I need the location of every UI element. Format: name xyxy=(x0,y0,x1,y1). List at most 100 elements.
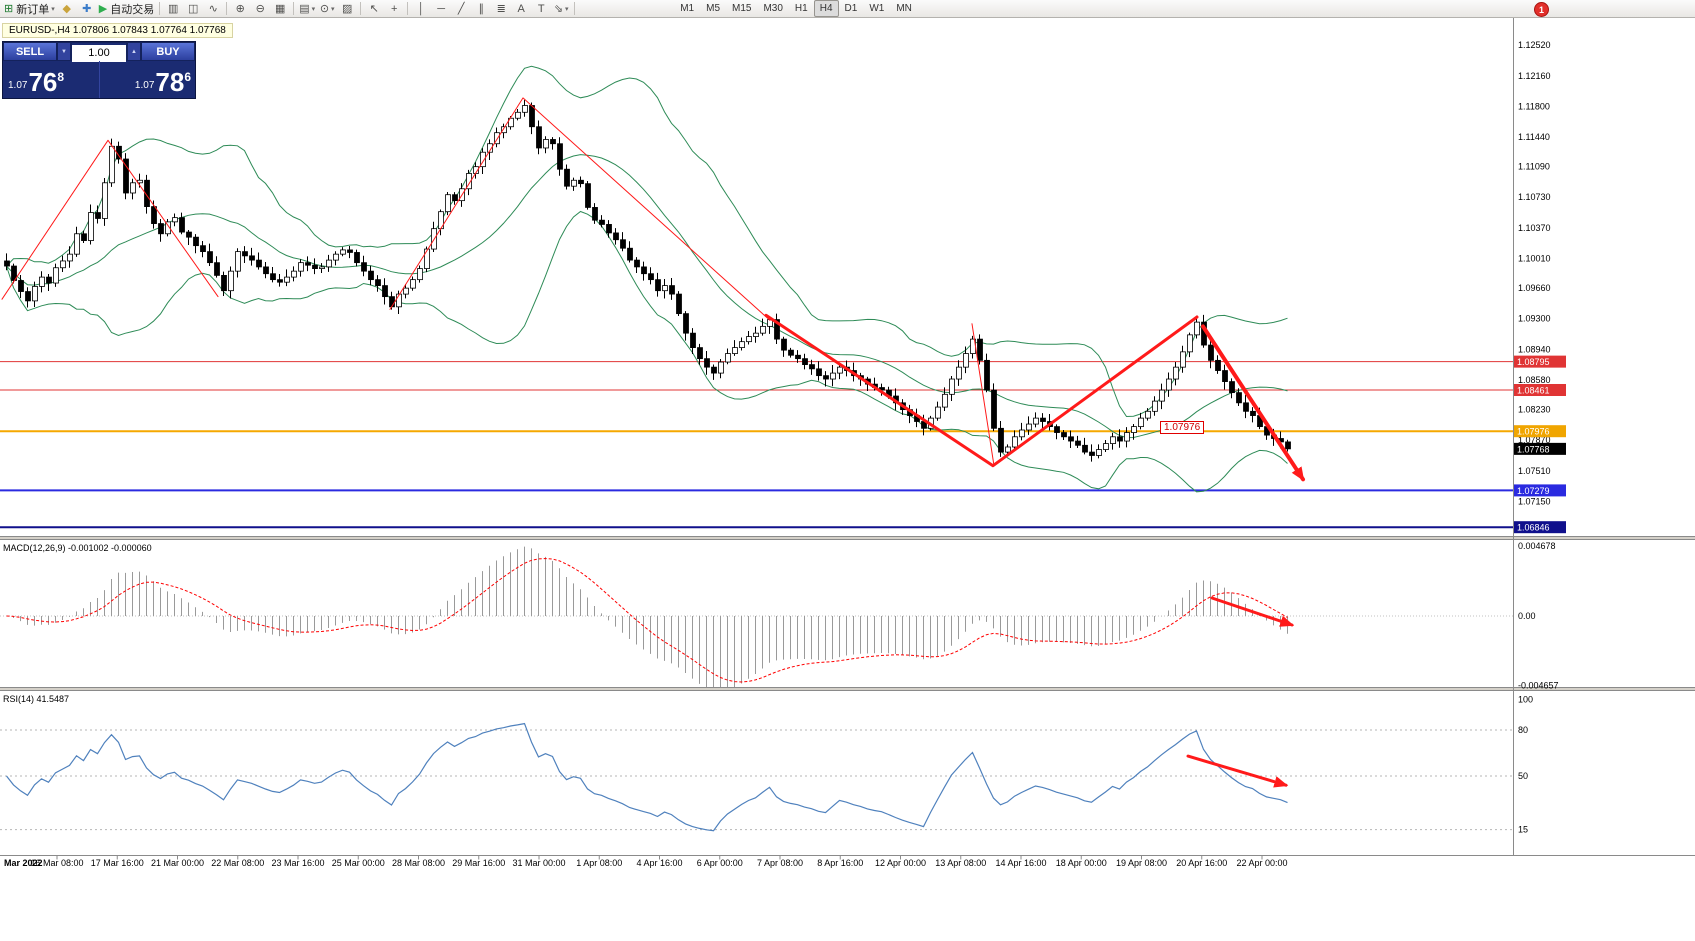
price-tick-label: 1.10010 xyxy=(1518,253,1551,263)
indicators-button[interactable]: ✚ xyxy=(77,1,97,17)
rsi-trend-arrow[interactable] xyxy=(1186,754,1289,788)
print-button[interactable]: ▨ xyxy=(337,1,357,17)
autotrading-button[interactable]: ▶ 自动交易 xyxy=(97,1,156,17)
price-tick-label: 1.10370 xyxy=(1518,223,1551,233)
trendline-icon: ╱ xyxy=(457,2,465,15)
panel-splitter[interactable] xyxy=(0,536,1695,540)
candle xyxy=(67,253,73,262)
timeframe-mn[interactable]: MN xyxy=(896,3,912,14)
timeframe-m15[interactable]: M15 xyxy=(732,3,752,14)
toolbar-separator xyxy=(159,2,161,15)
line-chart-button[interactable]: ∿ xyxy=(203,1,223,17)
macd-panel[interactable] xyxy=(0,546,1513,687)
bar-chart-button[interactable]: ▥ xyxy=(163,1,183,17)
timeframe-h1[interactable]: H1 xyxy=(794,3,808,14)
lot-increment-button[interactable]: ▲ xyxy=(127,42,141,61)
trend-line[interactable] xyxy=(764,313,1199,468)
candle xyxy=(1117,436,1123,442)
equidistant-channel-icon: ∥ xyxy=(478,2,484,15)
trend-arrow[interactable] xyxy=(1201,324,1305,482)
candle xyxy=(606,224,612,234)
timeframe-h4[interactable]: H4 xyxy=(813,0,839,17)
new-order-button-label: 新订单 xyxy=(16,3,50,16)
period-icon: ⊙ xyxy=(319,2,330,15)
timeframe-w1[interactable]: W1 xyxy=(869,3,885,14)
trend-line[interactable] xyxy=(971,323,995,467)
price-line-tag-label: 1.06846 xyxy=(1517,523,1550,533)
price-tick-label: 1.11090 xyxy=(1518,162,1550,172)
crosshair-button[interactable]: + xyxy=(384,1,404,17)
candle xyxy=(522,105,528,113)
autotrading-icon: ▶ xyxy=(98,2,108,15)
price-line-tag[interactable] xyxy=(1514,521,1566,534)
candle xyxy=(207,251,213,264)
trendline-button[interactable]: ╱ xyxy=(451,1,471,17)
candle xyxy=(102,182,108,219)
tile-windows-button[interactable]: ▦ xyxy=(270,1,290,17)
metaeditor-button[interactable]: ◆ xyxy=(57,1,77,17)
buy-button[interactable]: BUY xyxy=(141,42,195,61)
candlestick-chart-button[interactable]: ◫ xyxy=(183,1,203,17)
candle xyxy=(277,279,283,283)
candle xyxy=(557,143,563,170)
lot-size-input[interactable] xyxy=(72,44,126,62)
candle xyxy=(494,132,500,145)
trend-line[interactable] xyxy=(1,139,219,300)
timeframe-m5[interactable]: M5 xyxy=(706,3,721,14)
panel-splitter[interactable] xyxy=(0,687,1695,691)
rsi-panel[interactable] xyxy=(0,722,1513,832)
time-tick-label: 22 Mar 08:00 xyxy=(211,858,264,868)
candle xyxy=(25,291,31,302)
price-axis[interactable]: 1.12520 1.12160 1.11800 1.11440 1.11090 1.107… xyxy=(1514,40,1566,835)
time-tick-label: 17 Mar 16:00 xyxy=(91,858,144,868)
price-tick-label: 1.08940 xyxy=(1518,344,1551,354)
templates-button[interactable]: ▤ ▾ xyxy=(297,1,317,17)
timeframe-d1[interactable]: D1 xyxy=(844,3,858,14)
price-level-label[interactable]: 1.07976 xyxy=(1160,421,1205,434)
timeframe-m1[interactable]: M1 xyxy=(680,3,695,14)
price-line-tag[interactable] xyxy=(1514,484,1566,497)
ask-price[interactable]: 1.07 78 6 xyxy=(98,61,196,98)
candle xyxy=(270,273,276,281)
price-line-tag[interactable] xyxy=(1514,355,1566,368)
main-chart-area[interactable] xyxy=(0,65,1513,529)
macd-trend-arrow[interactable] xyxy=(1210,596,1295,627)
zoom-in-button[interactable]: ⊕ xyxy=(230,1,250,17)
candle xyxy=(340,249,346,255)
arrows-button[interactable]: ⇘ ▾ xyxy=(551,1,571,17)
horizontal-line-button[interactable]: ─ xyxy=(431,1,451,17)
zoom-out-button[interactable]: ⊖ xyxy=(250,1,270,17)
candle xyxy=(578,179,584,185)
vertical-line-button[interactable]: │ xyxy=(411,1,431,17)
text-icon: A xyxy=(517,2,525,15)
price-line-tag[interactable] xyxy=(1514,425,1566,438)
candle xyxy=(235,251,241,272)
new-order-button[interactable]: ⊞ 新订单 ▾ xyxy=(2,1,57,17)
equidistant-channel-button[interactable]: ∥ xyxy=(471,1,491,17)
price-line-tag[interactable] xyxy=(1514,383,1566,396)
price-tick-label: 1.09300 xyxy=(1518,314,1551,324)
period-button[interactable]: ⊙ ▾ xyxy=(317,1,337,17)
text-button[interactable]: A xyxy=(511,1,531,17)
candle xyxy=(515,111,521,119)
candle xyxy=(977,338,983,361)
candle xyxy=(760,325,766,334)
candle xyxy=(445,194,451,213)
timeframe-m30[interactable]: M30 xyxy=(763,3,783,14)
candle xyxy=(753,332,759,337)
candle xyxy=(193,236,199,247)
candlestick-chart-icon: ◫ xyxy=(188,2,199,15)
lot-decrement-button[interactable]: ▼ xyxy=(57,42,71,61)
text-label-button[interactable]: T xyxy=(531,1,551,17)
sell-button[interactable]: SELL xyxy=(3,42,57,61)
fibonacci-button[interactable]: ≣ xyxy=(491,1,511,17)
cursor-button[interactable]: ↖ xyxy=(364,1,384,17)
bid-price[interactable]: 1.07 76 8 xyxy=(3,61,99,98)
time-tick-label: 7 Apr 08:00 xyxy=(757,858,803,868)
alert-badge[interactable]: 1 xyxy=(1534,2,1549,17)
trend-line[interactable] xyxy=(389,97,771,321)
candle xyxy=(585,183,591,208)
